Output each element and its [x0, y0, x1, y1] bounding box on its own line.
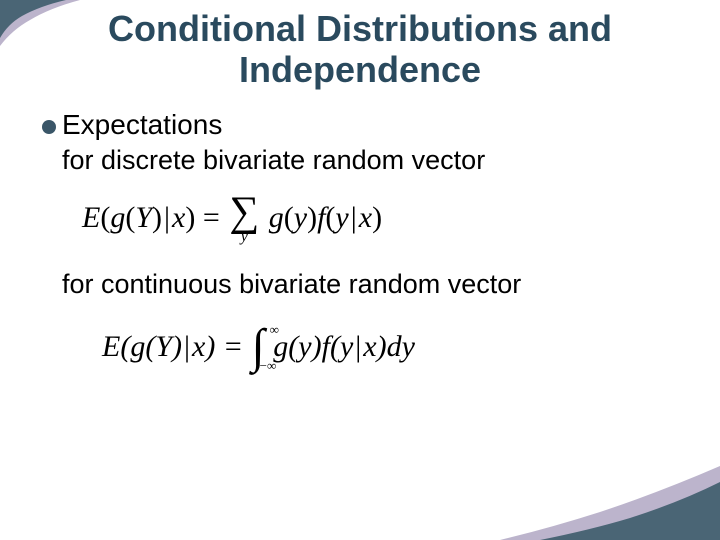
- sym-dy: dy: [387, 330, 415, 363]
- sym-fy-c: y: [340, 330, 353, 363]
- bullet-heading: Expectations: [62, 108, 222, 142]
- sym-fx-c: x: [363, 330, 376, 363]
- sym-Y-c: Y: [155, 330, 172, 363]
- summation: ∑ y: [229, 194, 259, 246]
- bullet-dot: [42, 120, 56, 134]
- sym-g: g: [110, 201, 125, 234]
- sym-g2: g: [269, 201, 284, 234]
- integral: ∫ ∞ −∞: [252, 328, 265, 370]
- sym-x: x: [172, 201, 185, 234]
- formula-discrete: E(g(Y)|x) = ∑ y g(y)f(y|x): [82, 194, 680, 246]
- sym-y: y: [294, 201, 307, 234]
- sym-g-c: g: [130, 330, 145, 363]
- sym-Y: Y: [135, 201, 152, 234]
- int-upper: ∞: [270, 322, 279, 338]
- slide-title: Conditional Distributions and Independen…: [0, 8, 720, 91]
- continuous-label: for continuous bivariate random vector: [62, 268, 680, 300]
- formula-continuous: E(g(Y)|x) = ∫ ∞ −∞ g(y)f(y|x)dy: [102, 328, 680, 370]
- sym-E-c: E: [102, 330, 120, 363]
- decorative-swoosh-bottom-right: [500, 460, 720, 540]
- slide-content: Expectations for discrete bivariate rand…: [42, 108, 680, 370]
- sum-symbol: ∑: [229, 194, 259, 232]
- sym-y-c: y: [298, 330, 311, 363]
- sym-fy: y: [335, 201, 348, 234]
- sym-fx: x: [359, 201, 372, 234]
- sym-E: E: [82, 201, 100, 234]
- int-lower: −∞: [260, 358, 277, 374]
- sym-f-c: f: [322, 330, 330, 363]
- discrete-label: for discrete bivariate random vector: [62, 144, 680, 176]
- sym-x-c: x: [192, 330, 205, 363]
- bullet-row: Expectations: [42, 108, 680, 142]
